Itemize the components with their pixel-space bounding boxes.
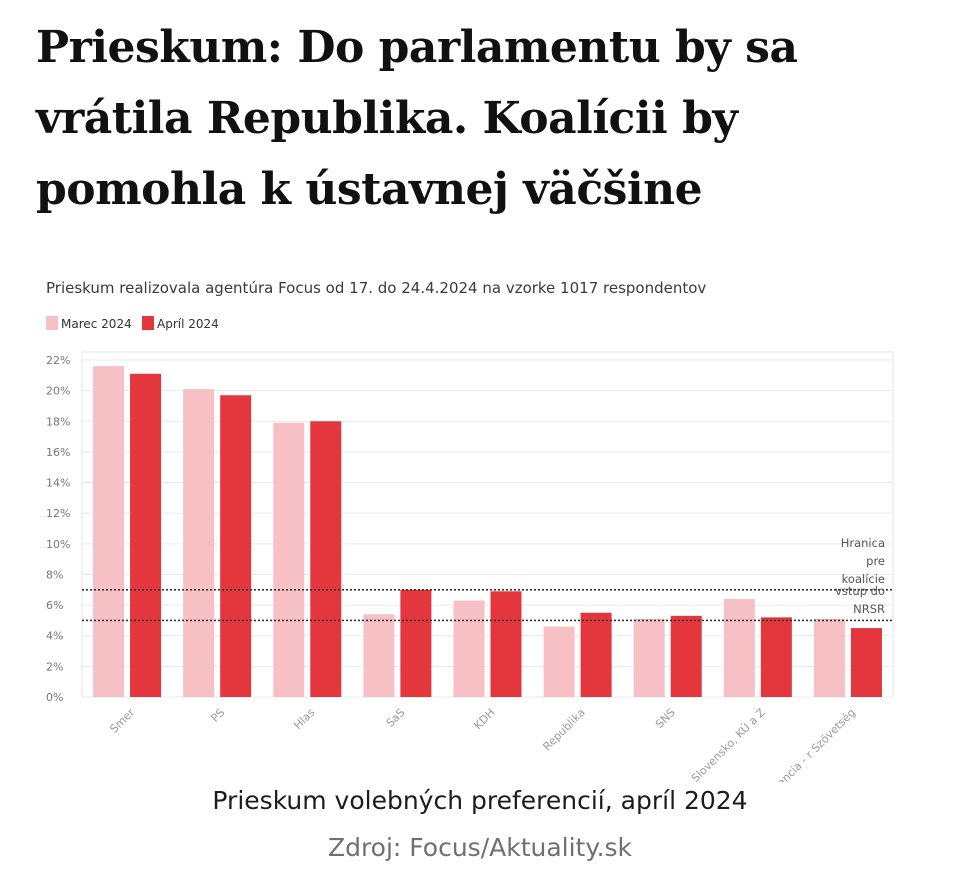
y-tick-label: 18% — [46, 415, 70, 428]
y-tick-label: 22% — [46, 354, 70, 367]
y-tick-label: 14% — [46, 477, 70, 490]
legend-label: Apríl 2024 — [157, 317, 219, 331]
x-tick-label: Smer — [107, 706, 137, 736]
bar — [363, 614, 395, 697]
y-tick-label: 4% — [46, 630, 63, 643]
y-tick-label: 16% — [46, 446, 70, 459]
bar — [130, 373, 162, 697]
bar-chart: 0% 2% 4% 6% 8% 10% 12% 14% 16% 18% 20% 22% Prieskum … — [46, 279, 894, 782]
y-tick-label: 10% — [46, 538, 70, 551]
figure-caption: Prieskum volebných preferencií, apríl 20… — [212, 786, 748, 815]
threshold-annotation: vstup do — [835, 584, 885, 598]
legend-swatch — [46, 316, 58, 330]
bar — [813, 618, 845, 697]
x-tick-label: Republika — [540, 706, 587, 753]
y-tick-label: 0% — [46, 691, 63, 704]
threshold-annotation: koalície — [842, 572, 885, 586]
bar — [310, 421, 342, 697]
bar — [400, 589, 432, 697]
x-tick-label: Hlas — [291, 706, 317, 732]
y-tick-label: 20% — [46, 385, 70, 398]
bar — [670, 615, 702, 697]
bar — [453, 600, 485, 697]
bar — [580, 612, 612, 697]
bar — [850, 628, 882, 697]
y-tick-label: 12% — [46, 507, 70, 520]
bar — [183, 389, 215, 697]
y-tick-label: 2% — [46, 660, 63, 673]
legend-swatch — [142, 316, 154, 330]
bar — [633, 618, 665, 697]
bar — [543, 626, 575, 697]
chart-figure: 0% 2% 4% 6% 8% 10% 12% 14% 16% 18% 20% 22% Prieskum … — [0, 262, 960, 782]
headline: Prieskum: Do parlamentu by sa vrátila Re… — [36, 22, 798, 215]
x-tick-label: KDH — [471, 706, 497, 732]
x-tick-label: PS — [208, 706, 227, 725]
threshold-annotation: Hranica — [841, 536, 885, 550]
legend-label: Marec 2024 — [61, 317, 132, 331]
chart-subtitle: Prieskum realizovala agentúra Focus od 1… — [46, 279, 706, 297]
x-tick-label: cia Slovensko, KÚ a Z — [675, 706, 768, 782]
bar — [490, 591, 522, 697]
figure-source: Zdroj: Focus/Aktuality.sk — [327, 833, 633, 862]
threshold-annotation: NRSR — [853, 602, 885, 616]
bar — [760, 617, 792, 697]
bar — [723, 598, 755, 697]
bar — [220, 395, 252, 697]
y-tick-label: 6% — [46, 599, 63, 612]
x-tick-label: SaS — [384, 706, 408, 730]
bar — [93, 366, 125, 697]
y-tick-label: 8% — [46, 568, 63, 581]
bar — [273, 422, 305, 697]
x-tick-label: SNS — [653, 706, 678, 731]
threshold-annotation: pre — [866, 554, 885, 568]
